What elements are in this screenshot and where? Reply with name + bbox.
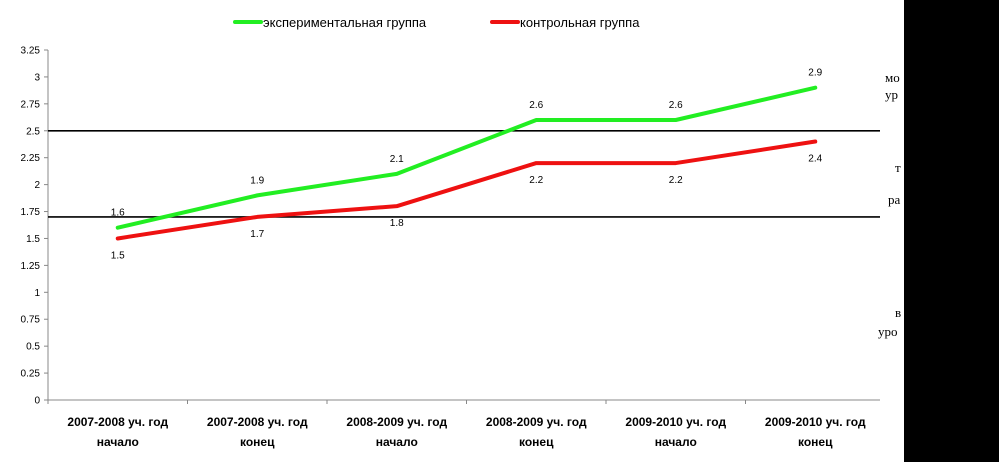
series-line-2 [115, 139, 818, 241]
data-label: 2.6 [529, 100, 543, 111]
y-tick-label: 1.5 [26, 234, 40, 245]
y-tick-label: 0.25 [21, 369, 41, 380]
x-category-label: 2007-2008 уч. год [207, 415, 308, 429]
side-panel: мо ур т ра в уро [878, 0, 904, 462]
side-label-5: в [895, 305, 902, 320]
chart-area: 0 0.25 0.5 0.75 1 1.25 1.5 1.75 2 2.25 2.5 2.75 3 3.2… [0, 0, 897, 462]
side-label-6: уро [878, 324, 898, 339]
x-category-label: конец [240, 435, 275, 449]
x-category-label: 2008-2009 уч. год [486, 415, 587, 429]
x-category-label: 2008-2009 уч. год [346, 415, 447, 429]
y-tick-label: 2.75 [21, 99, 41, 110]
data-label: 1.8 [390, 218, 404, 229]
y-tick-label: 2 [34, 180, 40, 191]
line-chart: 0 0.25 0.5 0.75 1 1.25 1.5 1.75 2 2.25 2.5 2.75 3 3.2… [21, 15, 886, 449]
data-label: 2.1 [390, 154, 404, 165]
y-tick-label: 3.25 [21, 46, 41, 57]
y-tick-label: 0.75 [21, 315, 41, 326]
x-category-label: 2009-2010 уч. год [765, 415, 866, 429]
legend-label-1: экспериментальная группа [263, 15, 427, 30]
x-category-label: конец [798, 435, 833, 449]
x-category-label: начало [97, 435, 139, 449]
x-category-label: 2009-2010 уч. год [625, 415, 726, 429]
x-category-label: 2007-2008 уч. год [67, 415, 168, 429]
data-label: 2.4 [808, 154, 822, 165]
series-line-1 [115, 85, 818, 230]
y-tick-label: 1 [34, 288, 40, 299]
data-label: 1.6 [111, 208, 125, 219]
data-label: 2.2 [529, 175, 543, 186]
y-tick-label: 0 [34, 396, 40, 407]
data-label: 1.9 [250, 175, 264, 186]
y-tick-label: 1.25 [21, 261, 41, 272]
data-label: 2.9 [808, 68, 822, 79]
data-label: 2.2 [669, 175, 683, 186]
side-label-2: ур [885, 87, 898, 102]
y-tick-label: 1.75 [21, 207, 41, 218]
data-label: 1.5 [111, 250, 125, 261]
x-category-label: начало [655, 435, 697, 449]
x-category-label: начало [376, 435, 418, 449]
y-tick-label: 2.5 [26, 126, 40, 137]
side-label-1: мо [885, 70, 900, 85]
y-tick-label: 2.25 [21, 153, 41, 164]
y-tick-label: 0.5 [26, 342, 40, 353]
y-tick-label: 3 [34, 72, 40, 83]
legend-label-2: контрольная группа [520, 15, 640, 30]
data-label: 2.6 [669, 100, 683, 111]
x-category-label: конец [519, 435, 554, 449]
side-label-3: т [895, 160, 901, 175]
side-label-4: ра [888, 192, 901, 207]
data-label: 1.7 [250, 229, 264, 240]
